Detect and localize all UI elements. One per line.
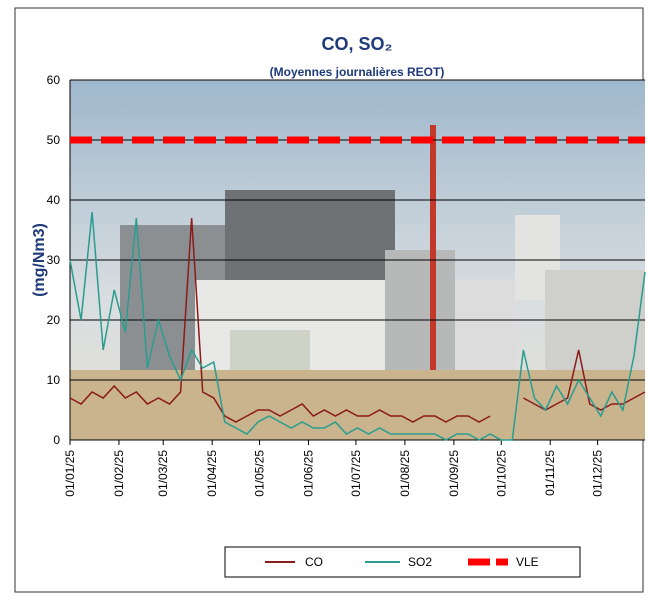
x-tick-label: 01/10/25	[494, 450, 508, 497]
y-tick-label: 40	[47, 193, 61, 207]
y-tick-label: 0	[53, 433, 60, 447]
x-tick-label: 01/11/25	[543, 450, 557, 496]
chart-title: CO, SO₂	[321, 34, 392, 54]
x-tick-label: 01/12/25	[591, 450, 605, 497]
x-tick-label: 01/01/25	[63, 450, 77, 497]
y-tick-label: 10	[47, 373, 61, 387]
y-tick-label: 20	[47, 313, 61, 327]
x-tick-label: 01/08/25	[398, 450, 412, 497]
x-tick-label: 01/03/25	[156, 450, 170, 497]
legend-label: CO	[305, 555, 323, 569]
x-tick-label: 01/07/25	[349, 450, 363, 497]
y-tick-label: 60	[47, 73, 61, 87]
y-tick-label: 30	[47, 253, 61, 267]
x-tick-label: 01/02/25	[112, 450, 126, 497]
x-tick-label: 01/06/25	[302, 450, 316, 497]
y-tick-label: 50	[47, 133, 61, 147]
legend-label: SO2	[408, 555, 432, 569]
x-tick-label: 01/09/25	[447, 450, 461, 497]
x-tick-label: 01/05/25	[253, 450, 267, 497]
y-axis-title: (mg/Nm3)	[31, 223, 48, 297]
legend-label: VLE	[516, 555, 539, 569]
series-line	[69, 211, 646, 441]
x-tick-label: 01/04/25	[205, 450, 219, 497]
chart-subtitle: (Moyennes journalières REOT)	[270, 65, 445, 79]
